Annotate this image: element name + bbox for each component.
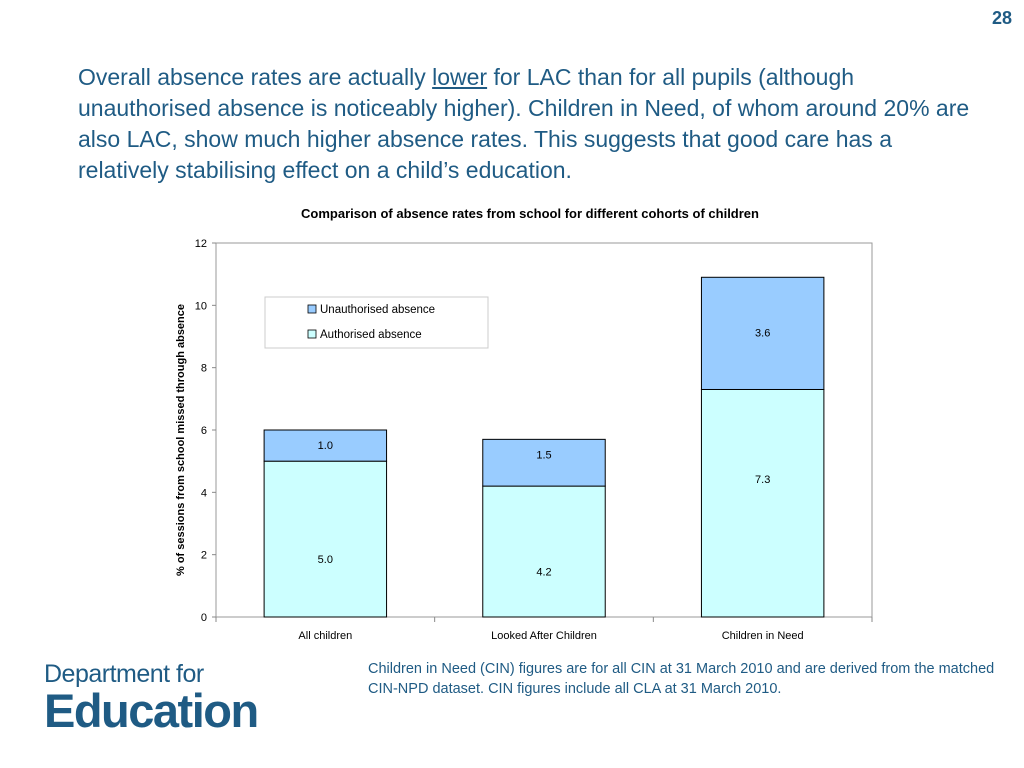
legend-label: Authorised absence <box>320 329 422 341</box>
data-label: 1.5 <box>536 449 551 461</box>
bar-authorised <box>700 388 825 618</box>
legend-box <box>264 296 489 349</box>
y-tick-label: 12 <box>195 238 207 250</box>
data-label: 4.2 <box>536 567 551 579</box>
chart-title: Comparison of absence rates from school … <box>301 206 759 221</box>
y-tick-label: 4 <box>201 487 207 499</box>
data-label: 1.0 <box>318 440 333 452</box>
heading-text-after: for LAC than for all pupils (although un… <box>78 64 970 183</box>
y-axis-label: % of sessions from school missed through… <box>175 304 187 576</box>
logo-line-1: Department for <box>44 660 204 688</box>
y-tick-label: 6 <box>201 425 207 437</box>
x-tick-label: Looked After Children <box>491 630 597 642</box>
bar-authorised <box>263 460 388 618</box>
bar-unauthorised <box>482 438 606 487</box>
chart-footnote: Children in Need (CIN) figures are for a… <box>368 661 995 697</box>
y-tick-label: 10 <box>195 300 207 312</box>
heading-text-before: Overall absence rates are actually <box>78 64 433 90</box>
data-label: 7.3 <box>755 474 770 486</box>
data-label: 3.6 <box>755 327 770 339</box>
heading-emphasis: lower <box>432 64 488 90</box>
x-tick-label: Children in Need <box>722 630 804 642</box>
bar-authorised <box>482 485 606 618</box>
y-tick-label: 8 <box>201 363 207 375</box>
legend-swatch <box>307 304 317 314</box>
slide-heading: Overall absence rates are actually lower… <box>78 62 978 186</box>
x-tick-label: All children <box>298 630 352 642</box>
page-number: 28 <box>991 8 1012 28</box>
legend-swatch <box>307 329 317 339</box>
y-tick-label: 0 <box>201 612 207 624</box>
bar-unauthorised <box>700 276 825 390</box>
logo-line-2: Education <box>44 684 259 737</box>
legend-label: Unauthorised absence <box>320 304 435 316</box>
plot-area <box>215 242 873 618</box>
department-for-education-logo: Department for Education <box>44 660 259 737</box>
bar-unauthorised <box>263 429 388 462</box>
data-label: 5.0 <box>318 554 333 566</box>
y-tick-label: 2 <box>201 550 207 562</box>
